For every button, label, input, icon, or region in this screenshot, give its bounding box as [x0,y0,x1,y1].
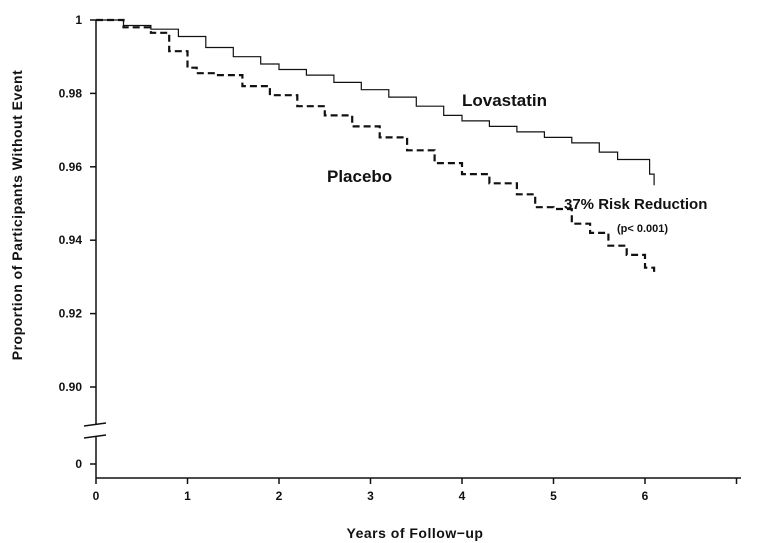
axis-break-mark-top [83,422,107,427]
x-tick-label: 2 [276,489,283,503]
y-axis-label: Proportion of Participants Without Event [9,70,25,361]
x-axis-label: Years of Follow−up [347,525,484,541]
y-tick-label: 0.98 [59,86,83,100]
x-ticks: 0 1 2 3 4 5 6 [93,478,738,503]
y-tick-label: 0.92 [59,307,83,321]
y-tick-label-zero: 0 [75,457,82,471]
y-tick-label: 0.94 [59,233,83,247]
axes: 0 [75,20,741,479]
lovastatin-series-label: Lovastatin [462,91,547,110]
x-tick-label: 6 [642,489,649,503]
series-line-placebo [96,18,656,274]
x-tick-label: 0 [93,489,100,503]
y-ticks: 0.90 0.92 0.94 0.96 0.98 1 [59,13,96,394]
y-tick-label: 1 [75,13,82,27]
x-tick-label: 5 [550,489,557,503]
series-line-lovastatin [96,19,655,186]
placebo-series-label: Placebo [327,167,392,186]
y-tick-label: 0.90 [59,380,83,394]
p-value-annotation: (p< 0.001) [617,223,668,235]
x-tick-label: 1 [184,489,191,503]
axis-break-mark-bottom [83,434,107,439]
risk-reduction-annotation: 37% Risk Reduction [564,196,707,213]
y-tick-label: 0.96 [59,160,83,174]
x-tick-label: 3 [367,489,374,503]
series-layer [96,18,656,274]
x-tick-label: 4 [459,489,466,503]
